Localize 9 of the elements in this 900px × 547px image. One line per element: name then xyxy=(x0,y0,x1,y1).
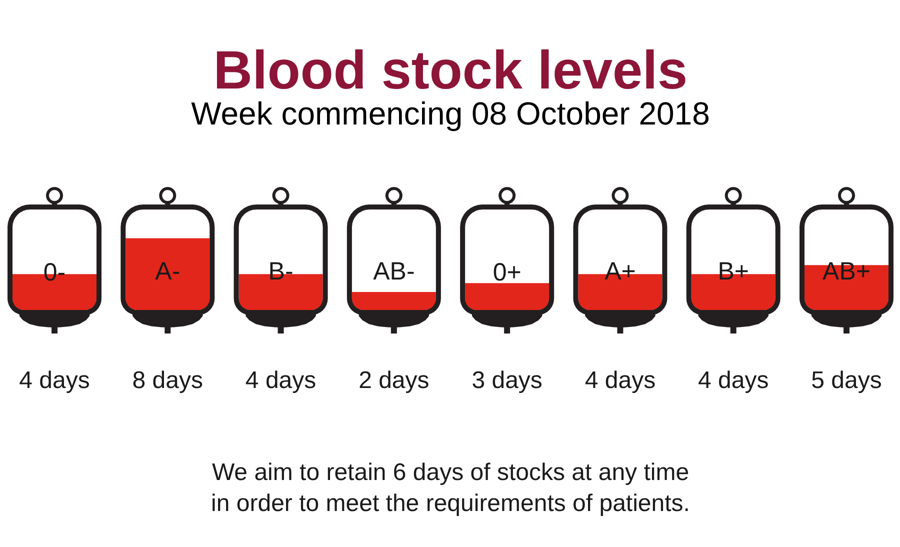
data-label: 4 days xyxy=(698,367,769,394)
data-label: 5 days xyxy=(811,367,882,394)
data-label: 3 days xyxy=(472,367,542,394)
data-label: 2 days xyxy=(358,367,430,394)
data-label: 4 days xyxy=(19,367,90,394)
data-label: 8 days xyxy=(132,367,204,394)
data-label: 4 days xyxy=(584,367,656,394)
text: We aim to retain 6 days of stocks at any time in order to meet the requirements of patients. xyxy=(211,459,690,517)
data-label: 4 days xyxy=(245,367,316,394)
